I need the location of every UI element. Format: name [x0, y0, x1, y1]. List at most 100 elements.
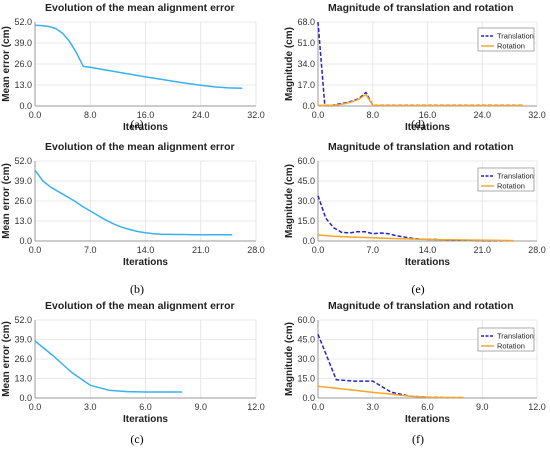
x-axis-label: Iterations — [405, 122, 450, 133]
y-tick-label: 45.0 — [297, 335, 315, 345]
x-tick-label: 24.0 — [473, 110, 491, 120]
y-tick-label: 17.0 — [297, 80, 315, 90]
chart-title: Magnitude of translation and rotation — [328, 141, 514, 153]
chart-panel-d: 0.0 8.0 16.0 24.0 32.00.017.034.051.068.0Mag… — [284, 2, 546, 133]
x-tick-label: 16.0 — [419, 110, 437, 120]
chart-panel-b: 0.0 7.0 14.0 21.0 28.0 0.0 13.0 26.0 39.0 52.0 Evo… — [1, 141, 265, 296]
panel-caption: (a) — [130, 117, 143, 131]
chart-panel-c: 0.0 3.0 6.0 9.0 12.0 0.0 13.0 26.0 39.0 52.0 Evolu… — [1, 300, 265, 446]
y-tick-label: 60.0 — [297, 315, 315, 325]
x-tick-label: 0.0 — [312, 110, 325, 120]
x-axis-label: Iterations — [123, 257, 168, 268]
legend-label: Rotation — [497, 342, 525, 351]
x-tick-label: 28.0 — [247, 245, 265, 255]
x-tick-label: 0.0 — [29, 110, 42, 120]
y-tick-label: 15.0 — [297, 374, 315, 384]
x-axis-label: Iterations — [405, 257, 450, 268]
y-tick-label: 52.0 — [14, 156, 32, 166]
x-axis-label: Iterations — [123, 414, 168, 425]
x-tick-label: 28.0 — [528, 245, 546, 255]
y-tick-label: 26.0 — [14, 196, 32, 206]
legend-label: Rotation — [497, 182, 525, 191]
x-tick-label: 32.0 — [528, 110, 546, 120]
x-tick-label: 7.0 — [84, 245, 97, 255]
rotation-series-line — [318, 93, 524, 107]
panel-caption: (c) — [130, 432, 143, 446]
x-tick-label: 14.0 — [419, 245, 437, 255]
y-tick-label: 26.0 — [14, 354, 32, 364]
chart-panel-f: 0.0 3.0 6.0 9.0 12.00.015.030.045.060.0Magni… — [284, 300, 546, 446]
legend-label: Translation — [497, 32, 534, 41]
y-tick-label: 13.0 — [14, 216, 32, 226]
y-axis-label: Magnitude (cm) — [284, 164, 295, 238]
chart-title: Evolution of the mean alignment error — [45, 2, 235, 14]
y-tick-label: 45.0 — [297, 176, 315, 186]
y-tick-label: 0.0 — [302, 236, 315, 246]
x-tick-label: 0.0 — [29, 245, 42, 255]
y-tick-label: 39.0 — [14, 335, 32, 345]
x-tick-label: 7.0 — [366, 245, 379, 255]
y-tick-label: 52.0 — [14, 17, 32, 27]
y-tick-label: 26.0 — [14, 59, 32, 69]
x-tick-label: 6.0 — [139, 402, 152, 412]
x-tick-label: 21.0 — [473, 245, 491, 255]
y-tick-label: 30.0 — [297, 196, 315, 206]
y-tick-label: 0.0 — [302, 393, 315, 403]
translation-series-line — [317, 195, 514, 242]
y-axis-label: Mean error (cm) — [1, 321, 12, 397]
chart-title: Evolution of the mean alignment error — [45, 141, 235, 153]
x-tick-label: 9.0 — [194, 402, 207, 412]
y-axis-label: Magnitude (cm) — [284, 322, 295, 396]
y-tick-label: 0.0 — [302, 101, 315, 111]
chart-title: Magnitude of translation and rotation — [328, 300, 514, 312]
x-tick-label: 12.0 — [528, 402, 546, 412]
panel-caption: (b) — [130, 282, 144, 296]
legend-box — [477, 167, 535, 192]
x-tick-label: 12.0 — [247, 402, 265, 412]
x-tick-label: 16.0 — [137, 110, 155, 120]
y-tick-label: 39.0 — [14, 38, 32, 48]
y-tick-label: 52.0 — [14, 315, 32, 325]
legend-box — [477, 327, 535, 352]
error-series-line — [34, 340, 183, 393]
panel-caption: (e) — [411, 282, 424, 296]
error-series-line — [34, 24, 243, 89]
chart-title: Magnitude of translation and rotation — [328, 2, 514, 14]
y-axis-label: Mean error (cm) — [1, 26, 12, 102]
x-tick-label: 24.0 — [192, 110, 210, 120]
x-tick-label: 0.0 — [312, 402, 325, 412]
x-tick-label: 6.0 — [421, 402, 434, 412]
error-series-line — [34, 169, 233, 236]
y-tick-label: 34.0 — [297, 59, 315, 69]
chart-title: Evolution of the mean alignment error — [45, 300, 235, 312]
x-tick-label: 8.0 — [84, 110, 97, 120]
y-tick-label: 39.0 — [14, 176, 32, 186]
x-tick-label: 8.0 — [366, 110, 379, 120]
y-tick-label: 30.0 — [297, 354, 315, 364]
x-tick-label: 0.0 — [29, 402, 42, 412]
y-tick-label: 15.0 — [297, 216, 315, 226]
y-axis-label: Magnitude (cm) — [284, 27, 295, 101]
y-tick-label: 0.0 — [19, 236, 32, 246]
y-tick-label: 60.0 — [297, 156, 315, 166]
y-tick-label: 51.0 — [297, 38, 315, 48]
y-tick-label: 68.0 — [297, 17, 315, 27]
x-tick-label: 3.0 — [366, 402, 379, 412]
panel-caption: (d) — [411, 117, 425, 131]
y-tick-label: 0.0 — [19, 101, 32, 111]
panel-caption: (f) — [412, 432, 424, 446]
rotation-series-line — [317, 234, 514, 242]
x-tick-label: 0.0 — [312, 245, 325, 255]
legend-box — [477, 27, 535, 52]
legend-label: Rotation — [497, 42, 525, 51]
x-tick-label: 21.0 — [192, 245, 210, 255]
legend-label: Translation — [497, 332, 534, 341]
x-tick-label: 32.0 — [247, 110, 265, 120]
x-tick-label: 3.0 — [84, 402, 97, 412]
x-tick-label: 14.0 — [137, 245, 155, 255]
y-tick-label: 13.0 — [14, 374, 32, 384]
